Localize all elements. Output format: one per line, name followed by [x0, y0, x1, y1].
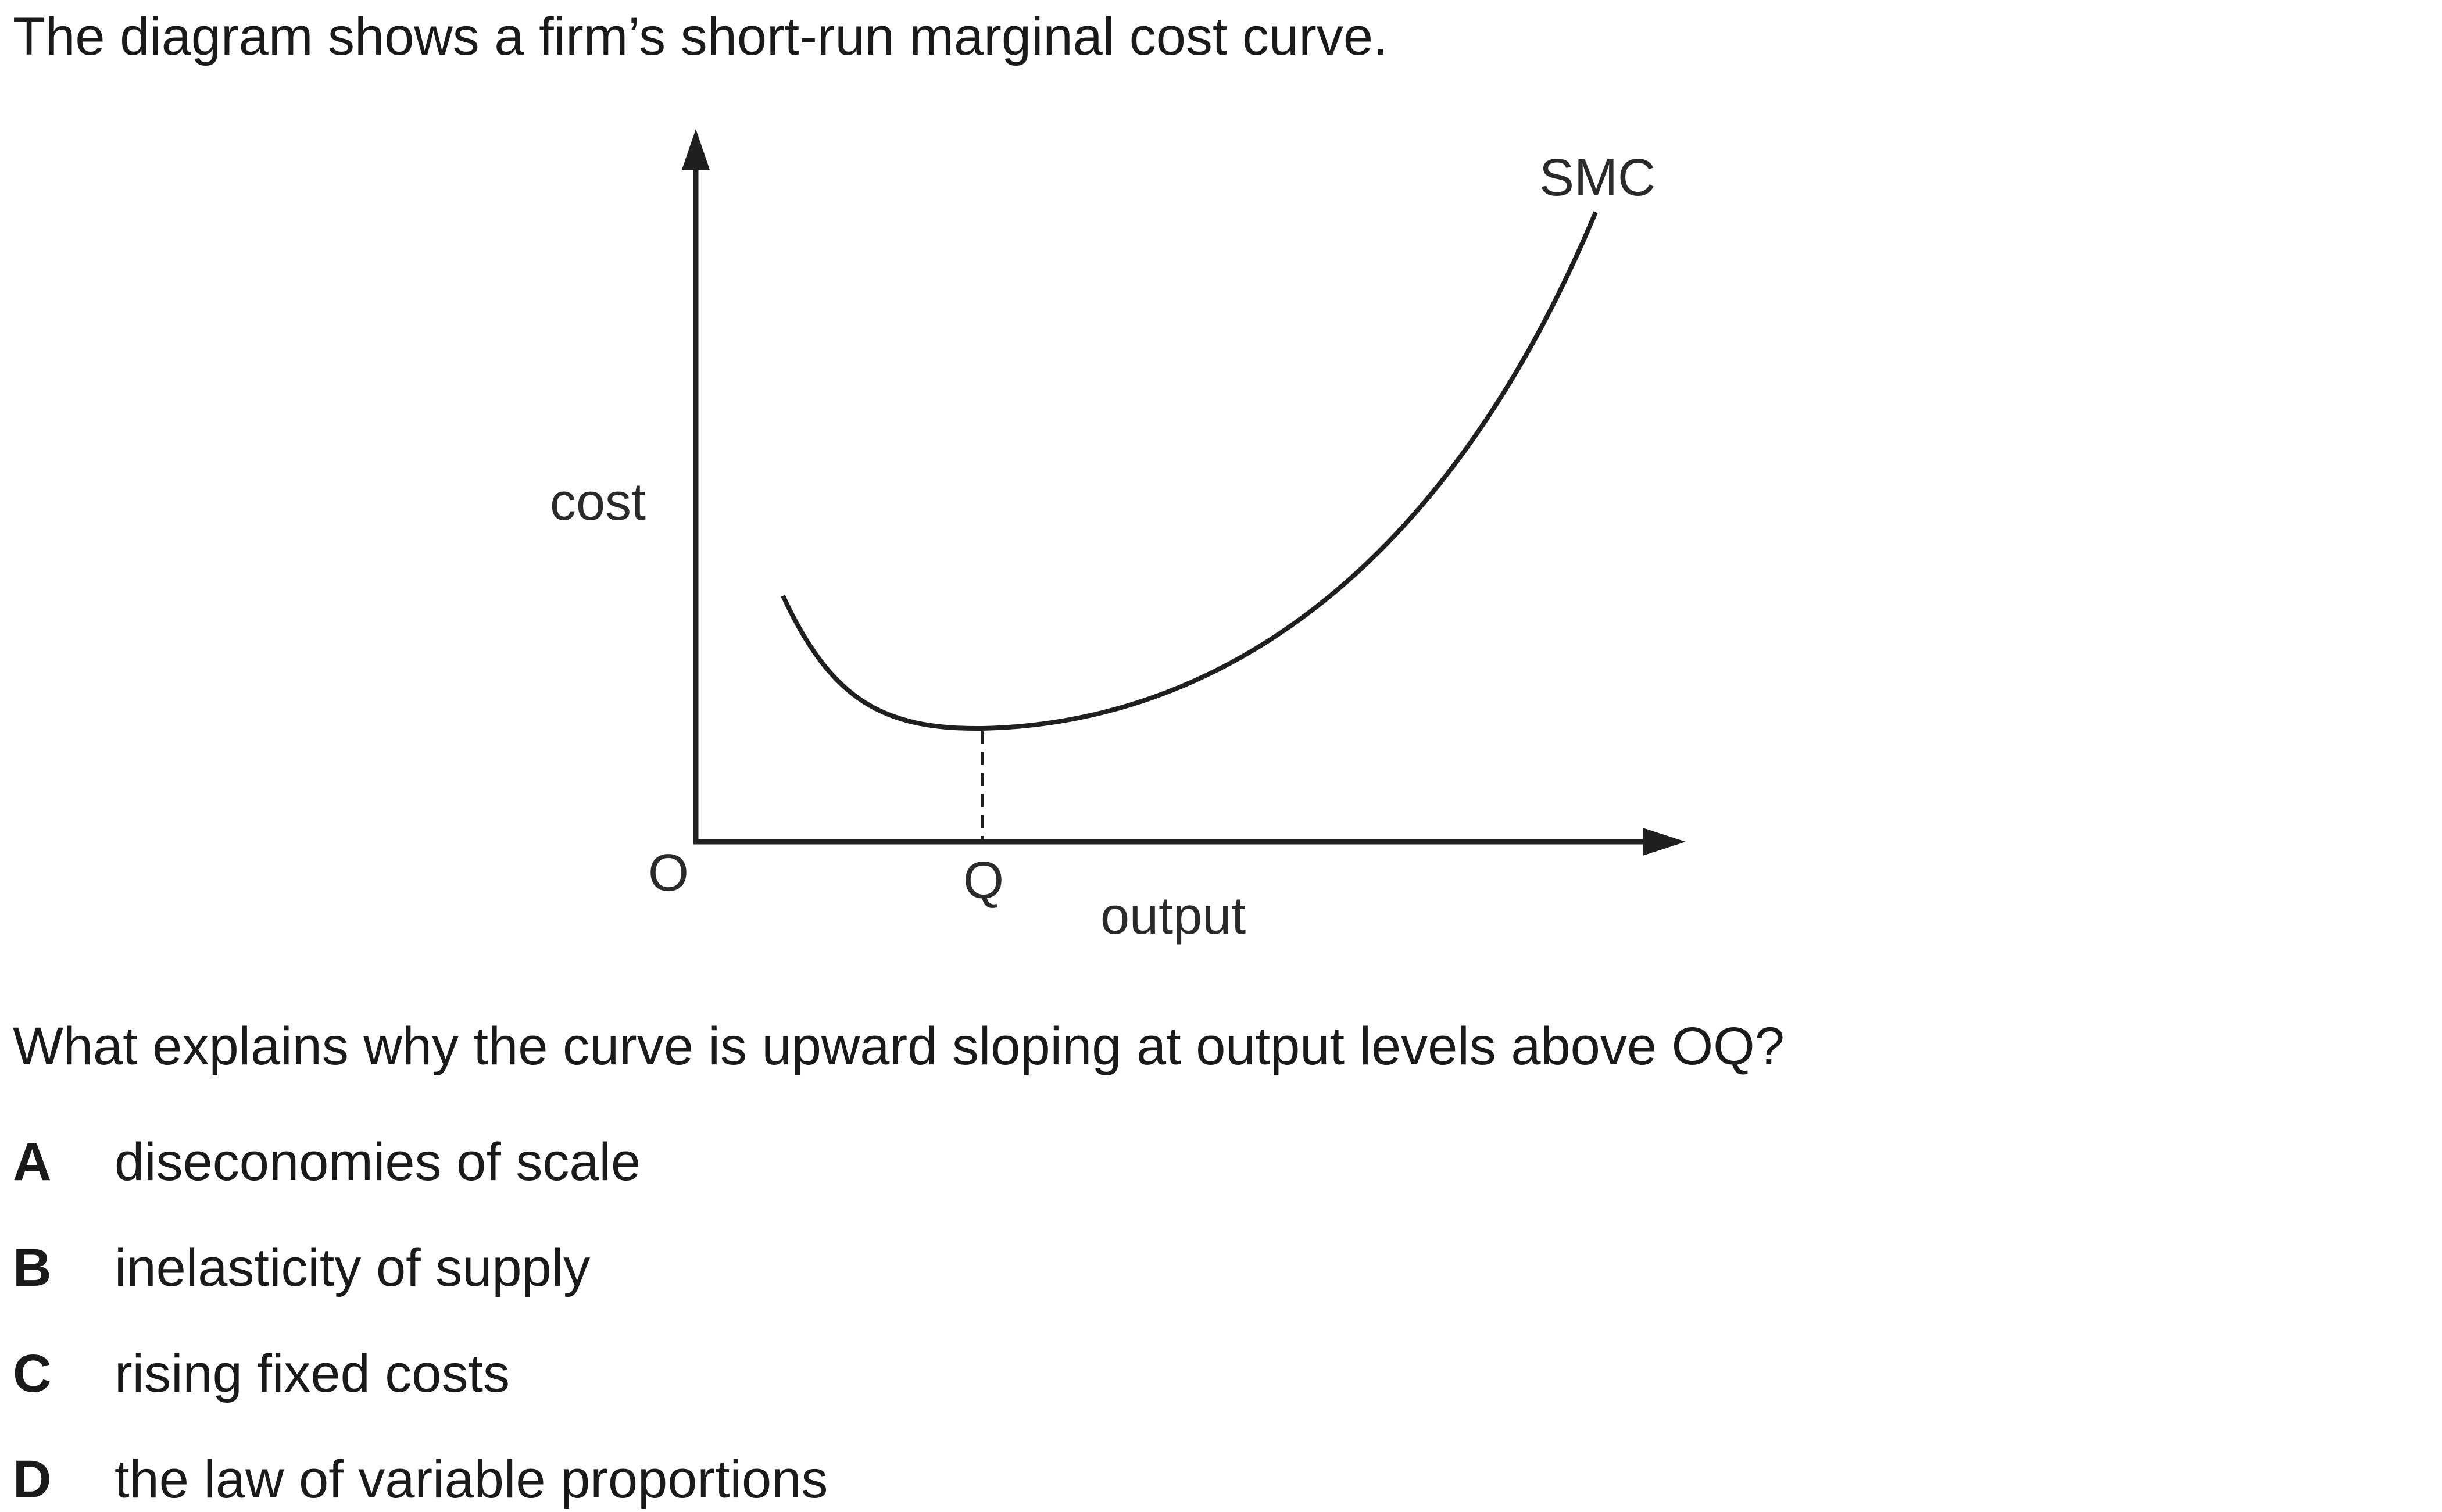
option-text: inelasticity of supply — [115, 1238, 591, 1297]
option-letter: D — [13, 1450, 52, 1509]
option-letter: B — [13, 1238, 52, 1297]
intro-text: The diagram shows a firm’s short-run mar… — [13, 7, 1388, 66]
option-b[interactable]: B inelasticity of supply — [13, 1236, 590, 1300]
option-c[interactable]: C rising fixed costs — [13, 1342, 510, 1406]
x-axis-arrow-icon — [1643, 828, 1686, 856]
origin-label: O — [648, 844, 689, 902]
smc-curve — [781, 211, 1598, 731]
option-text: rising fixed costs — [115, 1344, 510, 1403]
q-label: Q — [963, 852, 1004, 910]
option-d[interactable]: D the law of variable proportions — [13, 1447, 828, 1511]
option-letter: C — [13, 1344, 52, 1403]
option-text: diseconomies of scale — [115, 1132, 641, 1192]
y-axis-label: cost — [550, 473, 646, 531]
option-text: the law of variable proportions — [115, 1450, 828, 1509]
option-a[interactable]: A diseconomies of scale — [13, 1130, 641, 1194]
x-axis-label: output — [1100, 887, 1246, 945]
smc-label: SMC — [1539, 149, 1656, 207]
y-axis-arrow-icon — [682, 129, 710, 170]
option-letter: A — [13, 1132, 52, 1192]
question-text: What explains why the curve is upward sl… — [13, 1017, 1785, 1076]
